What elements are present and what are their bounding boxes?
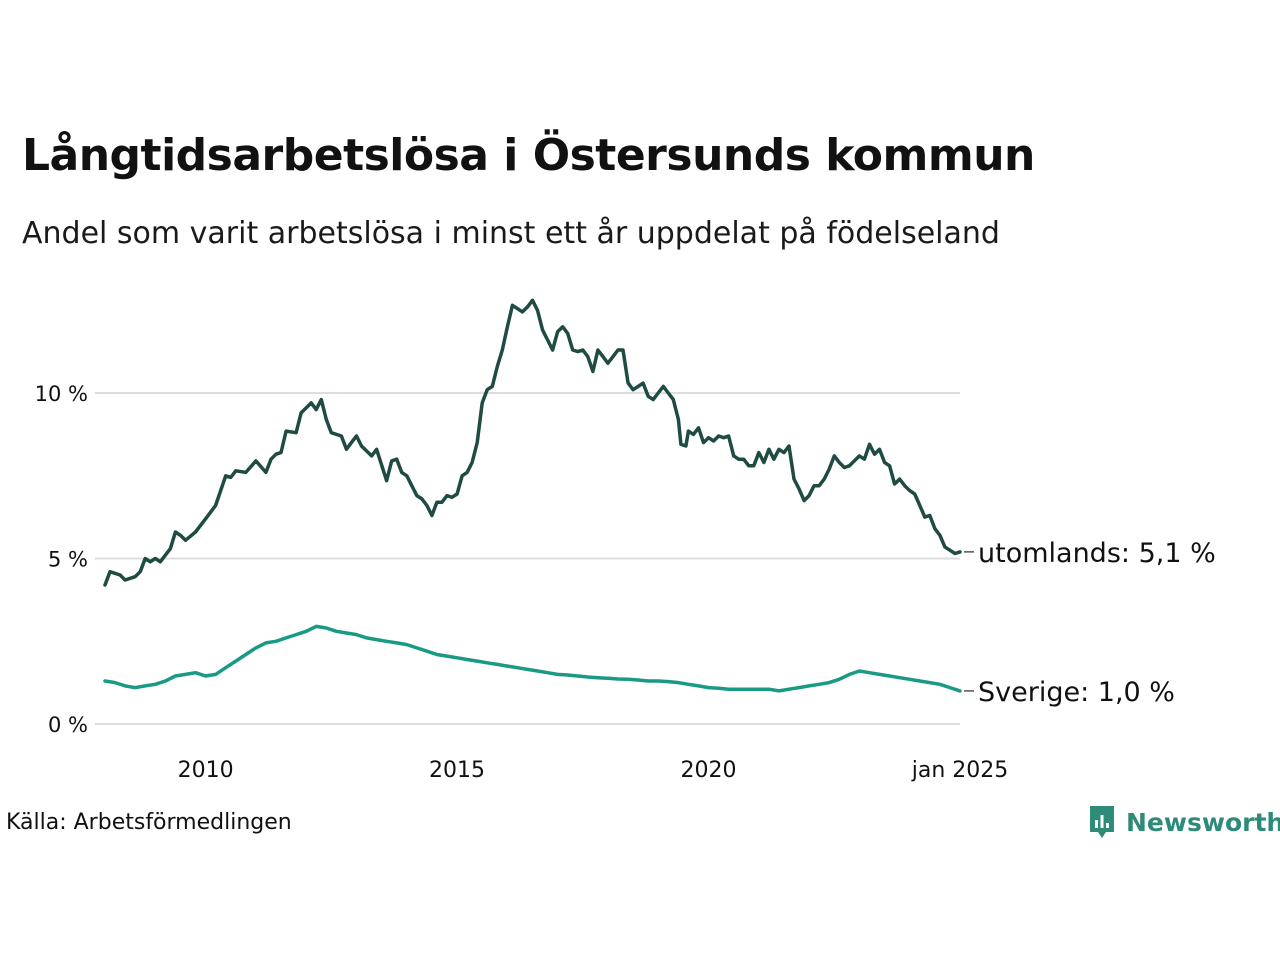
x-tick-label: 2015 <box>429 758 485 783</box>
y-tick-label: 5 % <box>48 548 88 572</box>
chart-subtitle: Andel som varit arbetslösa i minst ett å… <box>22 216 1000 251</box>
y-tick-label: 0 % <box>48 713 88 737</box>
series-lines <box>103 298 962 693</box>
x-tick-label: 2020 <box>681 758 737 783</box>
y-tick-label: 10 % <box>35 382 88 406</box>
series-line-sverige <box>103 624 962 693</box>
y-axis-tick-labels: 0 % 5 % 10 % <box>35 382 88 737</box>
x-tick-label: 2010 <box>178 758 234 783</box>
series-line-utomlands <box>103 298 962 587</box>
brand-name: Newsworthy <box>1126 807 1280 837</box>
chart-title: Långtidsarbetslösa i Östersunds kommun <box>22 130 1035 181</box>
series-end-labels: utomlands: 5,1 % Sverige: 1,0 % <box>964 538 1216 708</box>
end-label-utomlands: utomlands: 5,1 % <box>978 538 1216 569</box>
x-axis-tick-labels: 2010 2015 2020 jan 2025 <box>178 758 1009 783</box>
x-tick-label: jan 2025 <box>911 758 1009 783</box>
newsworthy-icon <box>1090 806 1114 838</box>
end-label-sverige: Sverige: 1,0 % <box>978 677 1175 708</box>
gridlines <box>95 392 960 725</box>
source-note: Källa: Arbetsförmedlingen <box>6 810 292 835</box>
brand-logo[interactable]: Newsworthy <box>1088 804 1280 840</box>
